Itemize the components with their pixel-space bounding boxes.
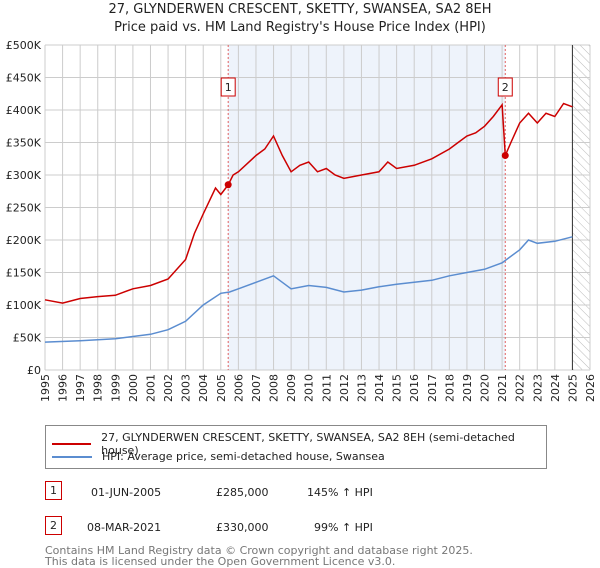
x-tick-label: 2007 — [250, 374, 263, 402]
x-tick-label: 2015 — [391, 374, 404, 402]
x-tick-label: 2008 — [268, 374, 281, 402]
legend-swatch-blue — [52, 455, 92, 458]
x-tick-label: 2018 — [443, 374, 456, 402]
sale-price: £285,000 — [216, 486, 269, 499]
x-tick-label: 2005 — [215, 374, 228, 402]
price-chart: 1995 1996 1997 1998 1999 2000 2001 2002 2003 2004… — [6, 39, 597, 402]
chart-subtitle: Price paid vs. HM Land Registry's House … — [114, 20, 486, 35]
x-tick-label: 2021 — [496, 374, 509, 402]
hpi-line — [44, 236, 573, 343]
x-tick-label: 1997 — [74, 374, 87, 402]
legend: 27, GLYNDERWEN CRESCENT, SKETTY, SWANSEA… — [45, 425, 547, 469]
x-tick-label: 2024 — [549, 374, 562, 402]
x-tick-label: 1999 — [109, 374, 122, 402]
sale-hpi: 145% ↑ HPI — [307, 486, 373, 499]
y-tick-label: £400K — [6, 104, 42, 117]
x-tick-label: 2016 — [408, 374, 421, 402]
sale-marker-label: 2 — [45, 516, 62, 535]
sale-hpi: 99% ↑ HPI — [314, 521, 373, 534]
sale-marker-box — [220, 77, 236, 97]
x-tick-label: 2017 — [426, 374, 439, 402]
y-tick-label: £0 — [27, 364, 41, 377]
x-tick-label: 2022 — [514, 374, 527, 402]
y-tick-label: £250K — [6, 202, 42, 215]
y-tick-label: £450K — [6, 72, 42, 85]
footer-line-1: Contains HM Land Registry data © Crown c… — [45, 544, 473, 557]
chart-title: 27, GLYNDERWEN CRESCENT, SKETTY, SWANSEA… — [108, 2, 492, 17]
sale-marker-label: 1 — [45, 481, 62, 500]
x-tick-label: 2014 — [373, 374, 386, 402]
legend-label-hpi: HPI: Average price, semi-detached house,… — [102, 450, 385, 463]
y-tick-label: £100K — [6, 299, 42, 312]
x-tick-label: 1996 — [57, 374, 70, 402]
footer: Contains HM Land Registry data © Crown c… — [45, 545, 473, 567]
x-tick-label: 2013 — [355, 374, 368, 402]
sale-point — [501, 152, 509, 159]
x-tick-label: 2011 — [320, 374, 333, 402]
x-tick-label: 2000 — [127, 374, 140, 402]
sale-date: 01-JUN-2005 — [91, 486, 162, 499]
x-tick-label: 2025 — [566, 374, 579, 402]
sale-point — [224, 181, 232, 189]
x-tick-label: 2012 — [338, 374, 351, 402]
x-tick-label: 1995 — [39, 374, 52, 402]
sale-price: £330,000 — [216, 521, 269, 534]
sale-marker-label: 1 — [225, 81, 232, 94]
x-tick-label: 2004 — [197, 374, 210, 402]
x-tick-label: 1998 — [92, 374, 105, 402]
legend-swatch-red — [52, 443, 92, 445]
sale-date: 08-MAR-2021 — [87, 521, 162, 534]
y-tick-label: £150K — [6, 267, 42, 280]
x-tick-label: 2023 — [531, 374, 544, 402]
x-tick-label: 2020 — [479, 374, 492, 402]
x-tick-label: 2006 — [232, 374, 245, 402]
sale-marker-box — [497, 77, 513, 97]
x-tick-label: 2026 — [584, 374, 597, 402]
y-tick-label: £200K — [6, 234, 42, 247]
y-tick-label: £350K — [6, 137, 42, 150]
x-tick-label: 2003 — [180, 374, 193, 402]
x-tick-label: 2010 — [303, 374, 316, 402]
legend-label-property: 27, GLYNDERWEN CRESCENT, SKETTY, SWANSEA… — [101, 431, 515, 457]
y-tick-label: £50K — [13, 332, 42, 345]
y-tick-label: £300K — [6, 169, 42, 182]
x-tick-label: 2009 — [285, 374, 298, 402]
footer-line-2: This data is licensed under the Open Gov… — [45, 555, 396, 568]
x-tick-label: 2002 — [162, 374, 175, 402]
y-tick-label: £500K — [6, 39, 42, 52]
sale-marker-label: 2 — [502, 81, 509, 94]
x-tick-label: 2019 — [461, 374, 474, 402]
x-tick-label: 2001 — [144, 374, 157, 402]
